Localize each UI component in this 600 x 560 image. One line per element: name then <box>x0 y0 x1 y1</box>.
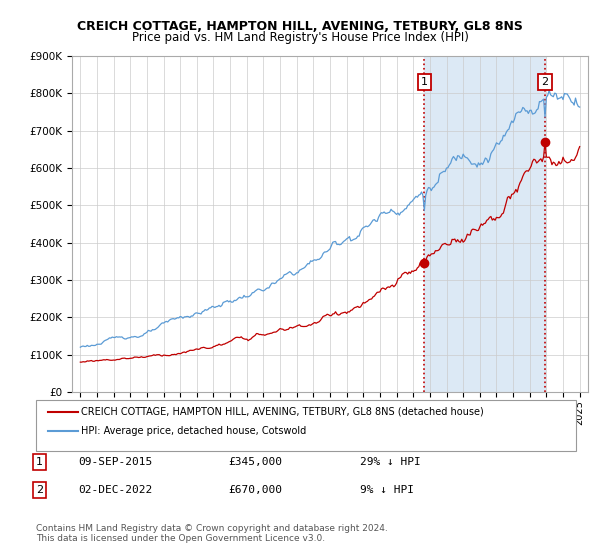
Text: 1: 1 <box>421 77 428 87</box>
Bar <box>424 56 545 392</box>
Text: HPI: Average price, detached house, Cotswold: HPI: Average price, detached house, Cots… <box>81 426 306 436</box>
Text: £345,000: £345,000 <box>228 457 282 467</box>
Text: £670,000: £670,000 <box>228 485 282 495</box>
Text: Price paid vs. HM Land Registry's House Price Index (HPI): Price paid vs. HM Land Registry's House … <box>131 31 469 44</box>
Text: 02-DEC-2022: 02-DEC-2022 <box>78 485 152 495</box>
Text: 1: 1 <box>36 457 43 467</box>
Text: 9% ↓ HPI: 9% ↓ HPI <box>360 485 414 495</box>
Text: 2: 2 <box>36 485 43 495</box>
Text: Contains HM Land Registry data © Crown copyright and database right 2024.
This d: Contains HM Land Registry data © Crown c… <box>36 524 388 543</box>
Text: 29% ↓ HPI: 29% ↓ HPI <box>360 457 421 467</box>
Text: CREICH COTTAGE, HAMPTON HILL, AVENING, TETBURY, GL8 8NS (detached house): CREICH COTTAGE, HAMPTON HILL, AVENING, T… <box>81 407 484 417</box>
Text: CREICH COTTAGE, HAMPTON HILL, AVENING, TETBURY, GL8 8NS: CREICH COTTAGE, HAMPTON HILL, AVENING, T… <box>77 20 523 32</box>
Text: 09-SEP-2015: 09-SEP-2015 <box>78 457 152 467</box>
Text: 2: 2 <box>541 77 548 87</box>
